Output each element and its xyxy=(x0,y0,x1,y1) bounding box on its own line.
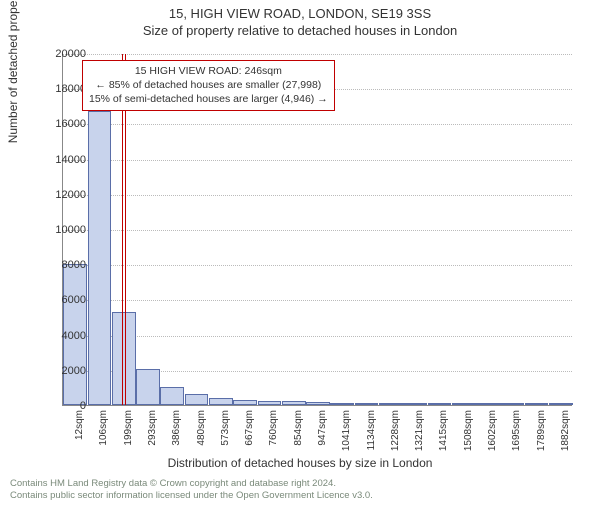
x-tick-label: 1508sqm xyxy=(463,410,474,460)
x-tick-label: 106sqm xyxy=(98,410,109,460)
y-axis-label: Number of detached properties xyxy=(6,0,20,143)
annotation-line3: 15% of semi-detached houses are larger (… xyxy=(89,92,328,106)
histogram-bar xyxy=(549,403,573,405)
x-tick-label: 480sqm xyxy=(196,410,207,460)
x-tick-label: 12sqm xyxy=(74,410,85,460)
annotation-box: 15 HIGH VIEW ROAD: 246sqm← 85% of detach… xyxy=(82,60,335,111)
histogram-bar xyxy=(500,403,524,405)
gridline xyxy=(63,300,572,301)
x-tick-label: 1321sqm xyxy=(414,410,425,460)
x-tick-label: 1415sqm xyxy=(438,410,449,460)
y-tick-label: 4000 xyxy=(46,330,86,342)
x-tick-label: 1602sqm xyxy=(487,410,498,460)
footer-line-2: Contains public sector information licen… xyxy=(10,490,373,502)
histogram-bar xyxy=(185,394,209,405)
histogram-bar xyxy=(403,403,427,405)
x-tick-label: 1882sqm xyxy=(560,410,571,460)
footer-line-1: Contains HM Land Registry data © Crown c… xyxy=(10,478,373,490)
histogram-bar xyxy=(233,400,257,405)
x-tick-label: 1228sqm xyxy=(390,410,401,460)
x-tick-label: 854sqm xyxy=(293,410,304,460)
y-tick-label: 14000 xyxy=(46,154,86,166)
y-tick-label: 20000 xyxy=(46,48,86,60)
annotation-line2: ← 85% of detached houses are smaller (27… xyxy=(89,78,328,92)
page-title-address: 15, HIGH VIEW ROAD, LONDON, SE19 3SS xyxy=(0,6,600,21)
gridline xyxy=(63,195,572,196)
gridline xyxy=(63,54,572,55)
x-tick-label: 1789sqm xyxy=(536,410,547,460)
x-tick-label: 667sqm xyxy=(244,410,255,460)
page-subtitle: Size of property relative to detached ho… xyxy=(0,23,600,38)
histogram-bar xyxy=(355,403,379,405)
gridline xyxy=(63,124,572,125)
y-tick-label: 18000 xyxy=(46,83,86,95)
y-tick-label: 2000 xyxy=(46,365,86,377)
x-tick-label: 199sqm xyxy=(123,410,134,460)
y-tick-label: 10000 xyxy=(46,224,86,236)
histogram-bar xyxy=(209,398,233,405)
annotation-line1: 15 HIGH VIEW ROAD: 246sqm xyxy=(89,64,328,78)
histogram-bar xyxy=(282,401,306,405)
histogram-bar xyxy=(306,402,330,405)
y-tick-label: 8000 xyxy=(46,259,86,271)
histogram-bar xyxy=(88,111,112,405)
x-tick-label: 947sqm xyxy=(317,410,328,460)
x-tick-label: 760sqm xyxy=(268,410,279,460)
x-tick-label: 1695sqm xyxy=(511,410,522,460)
histogram-bar xyxy=(136,369,160,405)
footer-attribution: Contains HM Land Registry data © Crown c… xyxy=(10,478,373,502)
histogram-bar xyxy=(452,403,476,405)
histogram-bar xyxy=(258,401,282,405)
x-tick-label: 293sqm xyxy=(147,410,158,460)
histogram-bar xyxy=(476,403,500,405)
x-tick-label: 1134sqm xyxy=(366,410,377,460)
x-tick-label: 573sqm xyxy=(220,410,231,460)
y-tick-label: 12000 xyxy=(46,189,86,201)
gridline xyxy=(63,265,572,266)
gridline xyxy=(63,336,572,337)
x-tick-label: 386sqm xyxy=(171,410,182,460)
histogram-bar xyxy=(330,403,354,405)
gridline xyxy=(63,230,572,231)
histogram-bar xyxy=(525,403,549,405)
histogram-bar xyxy=(379,403,403,405)
y-tick-label: 16000 xyxy=(46,118,86,130)
histogram-bar xyxy=(428,403,452,405)
y-tick-label: 6000 xyxy=(46,294,86,306)
x-tick-label: 1041sqm xyxy=(341,410,352,460)
gridline xyxy=(63,160,572,161)
histogram-bar xyxy=(160,387,184,405)
